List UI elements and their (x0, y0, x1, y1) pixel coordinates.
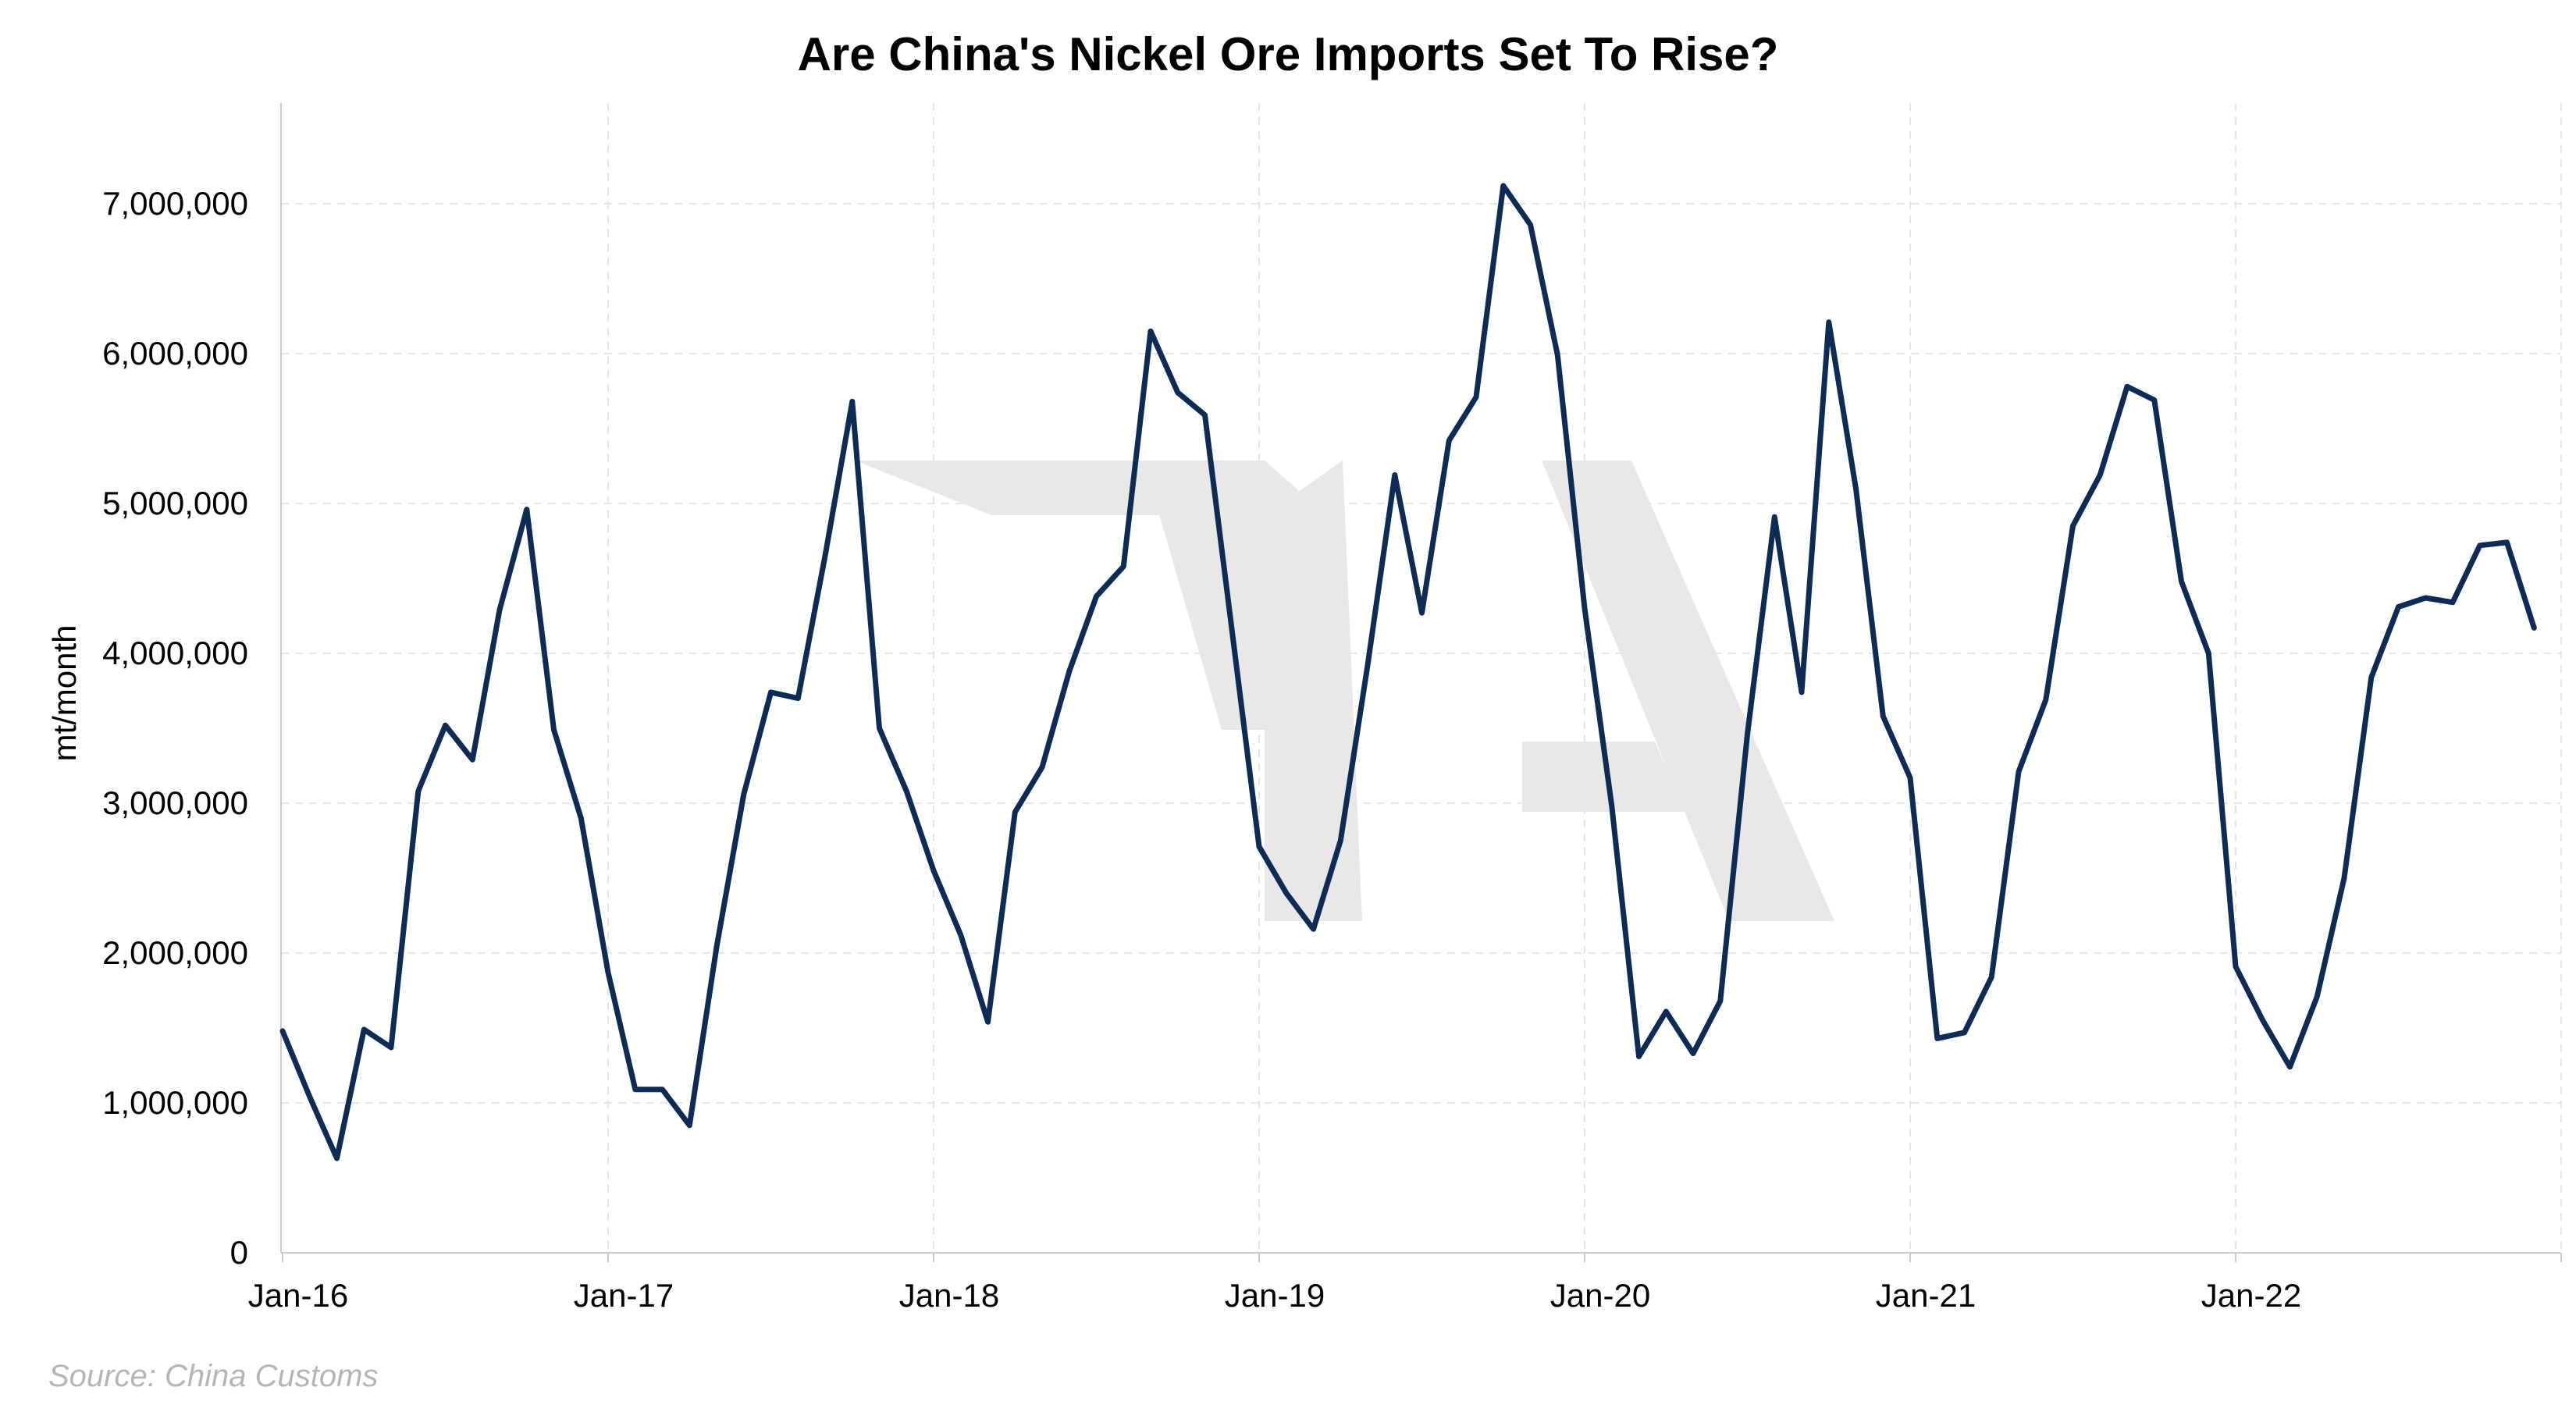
y-tick-label: 0 (230, 1234, 248, 1271)
chart-title: Are China's Nickel Ore Imports Set To Ri… (798, 28, 1779, 80)
x-tick-label: Jan-19 (1225, 1277, 1325, 1314)
y-tick-label: 7,000,000 (102, 185, 248, 222)
y-tick-label: 1,000,000 (102, 1084, 248, 1121)
series-layer (279, 183, 2537, 1161)
x-tick-label: Jan-20 (1550, 1277, 1650, 1314)
source-note: Source: China Customs (48, 1359, 378, 1393)
x-tick-label: Jan-21 (1876, 1277, 1976, 1314)
axes: 0 1,000,000 2,000,000 3,000,000 4,000,000 5,0… (102, 103, 2562, 1314)
y-tick-label: 5,000,000 (102, 485, 248, 521)
x-tick-label: Jan-17 (574, 1277, 674, 1314)
series-line (279, 183, 2537, 1161)
x-tick-label: Jan-22 (2201, 1277, 2301, 1314)
y-tick-label: 3,000,000 (102, 784, 248, 821)
y-axis-label: mt/month (46, 624, 83, 761)
y-tick-label: 6,000,000 (102, 335, 248, 372)
y-tick-label: 4,000,000 (102, 635, 248, 671)
x-tick-label: Jan-16 (248, 1277, 348, 1314)
watermark-logo (855, 461, 1834, 921)
y-tick-label: 2,000,000 (102, 934, 248, 971)
grid-lines (281, 103, 2562, 1253)
x-tick-label: Jan-18 (899, 1277, 999, 1314)
